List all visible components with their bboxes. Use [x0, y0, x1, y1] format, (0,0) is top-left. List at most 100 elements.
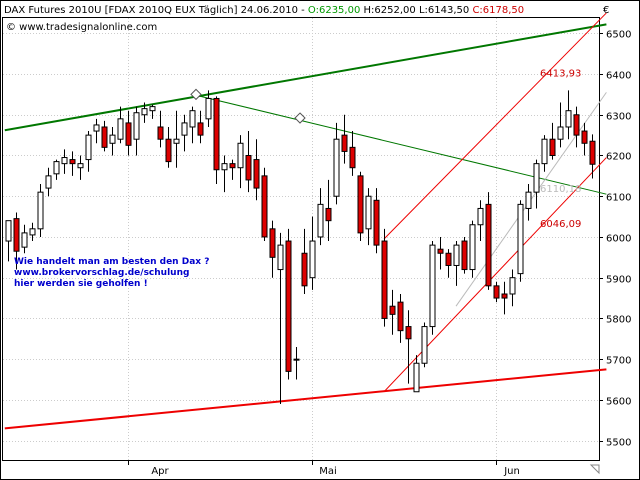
y-tick-label: 6400 — [606, 71, 631, 82]
note-line-1: Wie handelt man am besten den Dax ? — [14, 257, 209, 267]
candle-up — [149, 106, 156, 112]
candle-up — [317, 203, 324, 238]
candle-down — [581, 130, 588, 144]
candle-up — [221, 163, 228, 171]
candle-up — [541, 138, 548, 165]
diamond-marker-icon — [294, 112, 306, 124]
candle-down — [373, 199, 380, 246]
trendline — [383, 12, 607, 240]
candle-up — [93, 124, 100, 132]
candle-up — [21, 232, 28, 248]
candle-down — [253, 159, 260, 189]
candle-down — [501, 293, 508, 299]
candle-up — [109, 134, 116, 144]
candles — [5, 90, 596, 404]
candle-up — [61, 157, 68, 165]
header-open: O:6235,00 — [308, 5, 360, 16]
chart-header: DAX Futures 2010U [FDAX 2010Q EUX Täglic… — [4, 5, 524, 16]
candle-up — [53, 161, 60, 175]
candle-up — [293, 358, 300, 361]
note-line-2: www.brokervorschlag.de/schulung — [14, 268, 189, 278]
candle-down — [573, 114, 580, 136]
x-tick-label: Apr — [151, 466, 169, 477]
candle-up — [77, 163, 84, 169]
header-title: DAX Futures 2010U [FDAX 2010Q EUX Täglic… — [4, 5, 308, 16]
y-tick-label: 6200 — [606, 152, 631, 163]
y-axis: 6500 6400 6300 6200 6100 6000 5900 5800 5700 5600… — [599, 30, 631, 449]
candle-up — [189, 110, 196, 128]
y-tick-label: 5600 — [606, 397, 631, 408]
plot-area — [2, 17, 600, 461]
candle-down — [165, 138, 172, 163]
currency-symbol: € — [603, 5, 609, 16]
header-close: C:6178,50 — [472, 5, 524, 16]
candle-down — [485, 203, 492, 287]
candle-down — [325, 207, 332, 222]
candle-down — [437, 248, 444, 254]
candle-up — [517, 203, 524, 275]
header-low: L:6143,50 — [419, 5, 469, 16]
candle-up — [37, 191, 44, 230]
y-tick-label: 6100 — [606, 193, 631, 204]
value-annotation: 6110,18 — [540, 184, 581, 195]
corner-arrow-icon[interactable] — [589, 464, 600, 475]
trendline — [4, 23, 607, 132]
candle-up — [533, 163, 540, 193]
candle-up — [133, 112, 140, 140]
candle-up — [365, 195, 372, 230]
candle-down — [101, 126, 108, 148]
candle-up — [277, 244, 284, 271]
candle-up — [469, 224, 476, 271]
candle-down — [405, 326, 412, 340]
value-annotation: 6413,93 — [540, 68, 581, 79]
candle-up — [45, 175, 52, 189]
candle-down — [461, 240, 468, 271]
diamond-marker-icon — [190, 88, 202, 101]
trendline — [4, 368, 607, 430]
candle-down — [301, 252, 308, 287]
candle-down — [549, 138, 556, 156]
annotations: 6413,93 6046,09 6110,18 — [540, 68, 581, 230]
candle-down — [261, 175, 268, 238]
candle-down — [445, 252, 452, 266]
y-tick-label: 6000 — [606, 234, 631, 245]
x-tick-label: Mai — [319, 466, 337, 477]
candle-down — [589, 140, 596, 165]
note-line-3: hier werden sie geholfen ! — [14, 279, 148, 289]
candle-up — [429, 244, 436, 328]
candle-down — [381, 240, 388, 319]
candle-down — [493, 285, 500, 299]
watermark: © www.tradesignalonline.com — [6, 22, 157, 33]
y-tick-label: 6300 — [606, 112, 631, 123]
candle-down — [125, 122, 132, 146]
candle-down — [285, 240, 292, 372]
candle-up — [413, 362, 420, 393]
candle-up — [477, 207, 484, 226]
candle-up — [525, 191, 532, 209]
value-annotation: 6046,09 — [540, 219, 581, 230]
candle-up — [173, 138, 180, 144]
candle-down — [197, 122, 204, 136]
candle-up — [565, 110, 572, 128]
candle-down — [269, 228, 276, 258]
trendline — [383, 157, 607, 393]
candle-up — [509, 277, 516, 295]
header-high: H:6252,00 — [364, 5, 416, 16]
candle-down — [213, 97, 220, 171]
candle-up — [181, 122, 188, 136]
candle-up — [29, 228, 36, 236]
candle-down — [341, 134, 348, 152]
x-axis: Apr Mai Jun — [128, 461, 520, 477]
candle-up — [333, 138, 340, 197]
y-tick-label: 5800 — [606, 315, 631, 326]
candle-up — [453, 244, 460, 266]
markers — [190, 88, 306, 124]
candle-down — [245, 154, 252, 181]
y-tick-label: 6500 — [606, 30, 631, 41]
candle-up — [85, 134, 92, 161]
candle-down — [69, 159, 76, 165]
candle-up — [205, 97, 212, 120]
candle-up — [5, 220, 12, 242]
candle-down — [157, 126, 164, 140]
